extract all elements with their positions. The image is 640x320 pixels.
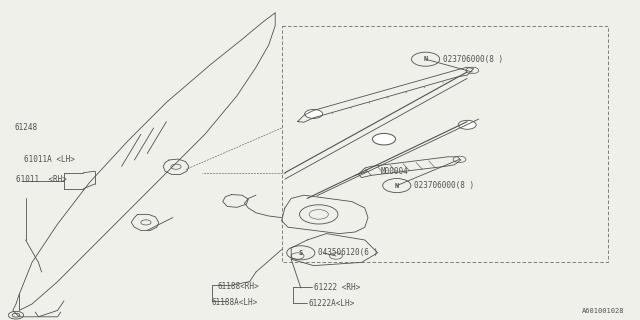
Circle shape xyxy=(372,133,396,145)
Text: 61222 <RH>: 61222 <RH> xyxy=(314,284,360,292)
Text: 61188<RH>: 61188<RH> xyxy=(218,282,259,291)
Circle shape xyxy=(305,109,323,118)
Text: 61248: 61248 xyxy=(14,124,37,132)
Text: 61222A<LH>: 61222A<LH> xyxy=(308,300,355,308)
Text: 61011A <LH>: 61011A <LH> xyxy=(24,156,75,164)
Circle shape xyxy=(458,120,476,129)
Text: 61188A<LH>: 61188A<LH> xyxy=(211,298,257,307)
Text: 023706000(8 ): 023706000(8 ) xyxy=(414,181,474,190)
Text: 043506120(6 ): 043506120(6 ) xyxy=(318,248,378,257)
Text: 023706000(8 ): 023706000(8 ) xyxy=(443,55,503,64)
Text: 61011  <RH>: 61011 <RH> xyxy=(16,175,67,184)
Text: A601001028: A601001028 xyxy=(582,308,624,314)
Text: M00004: M00004 xyxy=(381,167,408,176)
Text: S: S xyxy=(299,250,303,256)
Text: N: N xyxy=(424,56,428,62)
Text: N: N xyxy=(395,183,399,188)
